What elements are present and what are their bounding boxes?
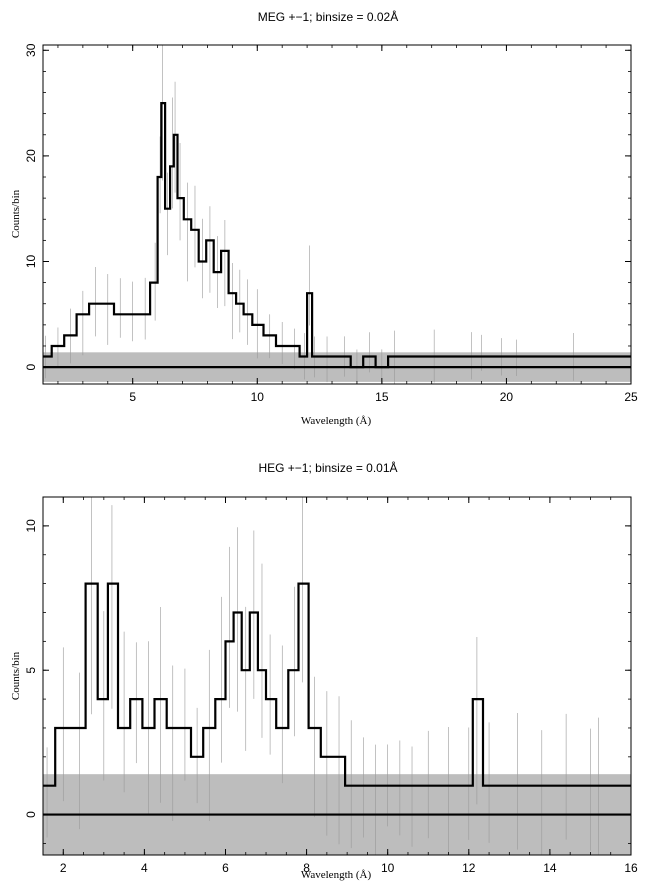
y-tick-label: 20 <box>24 149 38 163</box>
meg-panel-title: MEG +−1; binsize = 0.02Å <box>258 9 398 24</box>
heg-series <box>43 582 631 816</box>
heg-x-axis-label: Wavelength (Å) <box>301 869 372 881</box>
x-tick-label: 25 <box>624 390 638 404</box>
meg-x-axis-label: Wavelength (Å) <box>301 415 372 427</box>
heg-panel: HEG +−1; binsize = 0.01Å 2 4 6 8 10 12 14 16 0 5 1… <box>10 460 638 881</box>
x-tick-label: 10 <box>381 861 395 875</box>
x-tick-label: 2 <box>60 861 67 875</box>
y-tick-label: 0 <box>24 811 38 818</box>
x-tick-label: 6 <box>222 861 229 875</box>
heg-y-axis-label: Counts/bin <box>10 651 22 700</box>
x-tick-label: 12 <box>462 861 476 875</box>
heg-panel-title: HEG +−1; binsize = 0.01Å <box>258 460 397 475</box>
x-tick-label: 5 <box>129 390 136 404</box>
meg-error-bars <box>45 45 632 384</box>
x-tick-label: 4 <box>141 861 148 875</box>
heg-error-bars <box>46 497 599 855</box>
x-tick-label: 20 <box>500 390 514 404</box>
y-tick-label: 5 <box>24 667 38 674</box>
x-tick-label: 14 <box>543 861 557 875</box>
meg-panel: MEG +−1; binsize = 0.02Å 5 10 15 20 25 0 10 20 3… <box>10 9 638 427</box>
y-tick-label: 10 <box>24 255 38 269</box>
y-tick-label: 10 <box>24 519 38 533</box>
spectrum-step-line <box>43 582 631 787</box>
x-tick-label: 16 <box>624 861 638 875</box>
heg-plot-frame <box>42 496 632 856</box>
heg-ticks: 2 4 6 8 10 12 14 16 0 5 10 <box>24 496 638 875</box>
y-tick-label: 30 <box>24 43 38 57</box>
x-tick-label: 15 <box>375 390 389 404</box>
spectrum-step-line <box>43 102 631 369</box>
meg-series <box>43 102 631 369</box>
meg-plot-frame <box>42 44 632 385</box>
x-tick-label: 8 <box>303 861 310 875</box>
x-tick-label: 10 <box>251 390 265 404</box>
meg-ticks: 5 10 15 20 25 0 10 20 30 <box>24 43 638 404</box>
meg-y-axis-label: Counts/bin <box>10 189 22 238</box>
y-tick-label: 0 <box>24 363 38 370</box>
